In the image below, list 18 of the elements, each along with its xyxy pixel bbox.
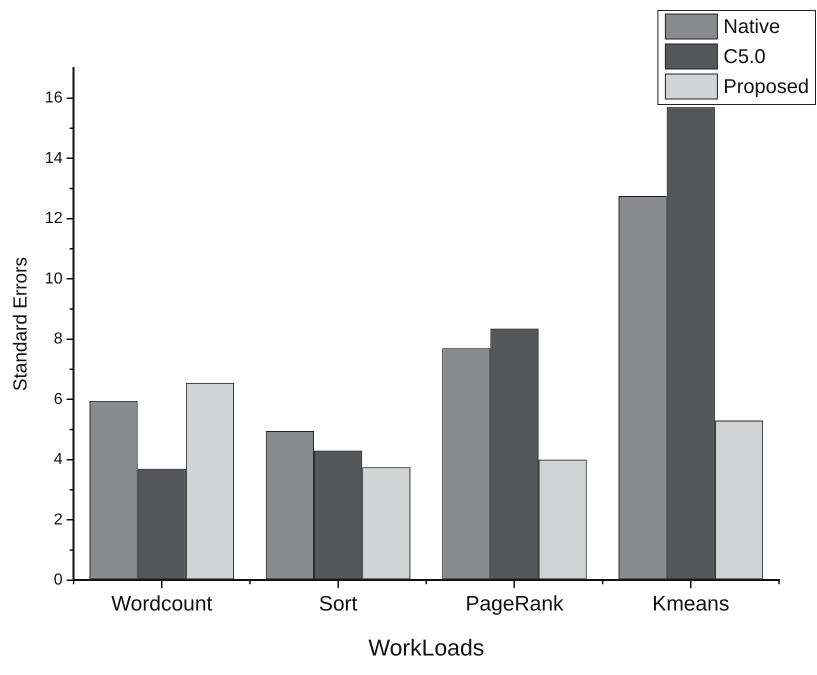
y-tick-label: 12 <box>44 210 63 228</box>
legend-label: C5.0 <box>723 46 766 68</box>
y-axis-title: Standard Errors <box>10 257 32 392</box>
x-tick-label: Sort <box>318 592 358 616</box>
x-tick-label: Kmeans <box>652 592 730 616</box>
y-tick-label: 6 <box>54 390 63 408</box>
y-tick-label: 14 <box>44 150 63 167</box>
y-tick-label: 8 <box>54 330 63 348</box>
x-tick-label: PageRank <box>465 592 564 616</box>
y-tick-label: 4 <box>54 451 63 468</box>
x-axis-title: WorkLoads <box>368 634 484 661</box>
legend-label: Proposed <box>723 76 810 98</box>
y-tick-label: 2 <box>54 511 63 528</box>
y-tick-label: 16 <box>44 90 63 107</box>
legend-label: Native <box>723 16 780 38</box>
y-tick-label: 10 <box>44 270 63 288</box>
y-tick-label: 0 <box>54 572 63 589</box>
x-tick-label: Wordcount <box>111 592 213 616</box>
